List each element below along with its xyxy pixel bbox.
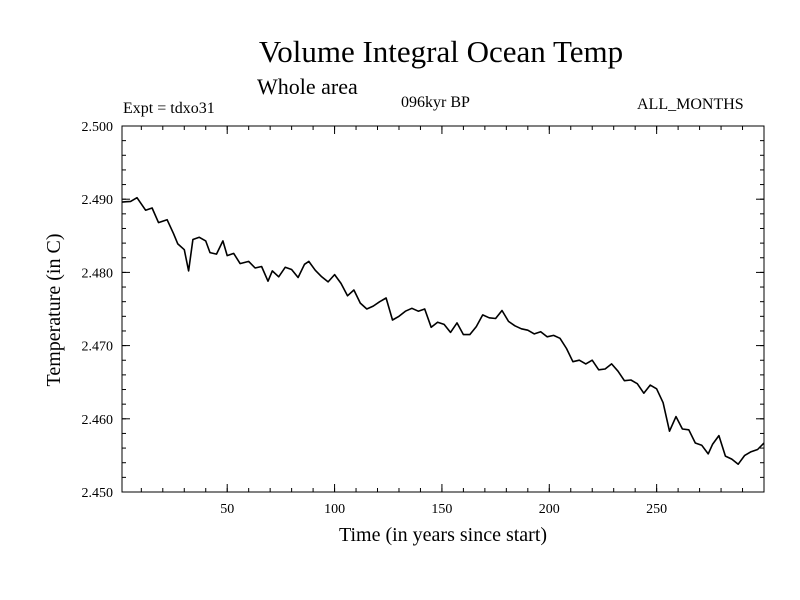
y-tick-label: 2.500 <box>82 120 114 135</box>
y-axis-label: Temperature (in C) <box>43 234 65 387</box>
months-label: ALL_MONTHS <box>637 96 744 113</box>
y-tick-label: 2.480 <box>82 266 114 281</box>
tick-labels: 50 100 150 200 250 2.450 2.460 2.470 2.480 2.490 2… <box>82 120 668 517</box>
x-tick-label: 250 <box>646 502 667 517</box>
y-tick-label: 2.490 <box>82 193 114 208</box>
period-label: 096kyr BP <box>401 94 470 111</box>
y-tick-label: 2.470 <box>82 340 114 355</box>
chart-title: Volume Integral Ocean Temp <box>258 34 624 69</box>
temperature-series-line <box>121 196 765 465</box>
x-tick-label: 200 <box>539 502 560 517</box>
x-axis-label: Time (in years since start) <box>339 524 547 546</box>
y-tick-label: 2.450 <box>82 486 114 501</box>
x-tick-label: 150 <box>431 502 452 517</box>
plot-frame <box>121 125 765 493</box>
experiment-label: Expt = tdxo31 <box>123 100 215 117</box>
major-ticks <box>122 125 764 493</box>
y-tick-label: 2.460 <box>82 413 114 428</box>
chart-subtitle: Whole area <box>257 74 358 99</box>
x-tick-label: 50 <box>220 502 234 517</box>
minor-ticks <box>122 126 764 492</box>
x-tick-label: 100 <box>324 502 345 517</box>
